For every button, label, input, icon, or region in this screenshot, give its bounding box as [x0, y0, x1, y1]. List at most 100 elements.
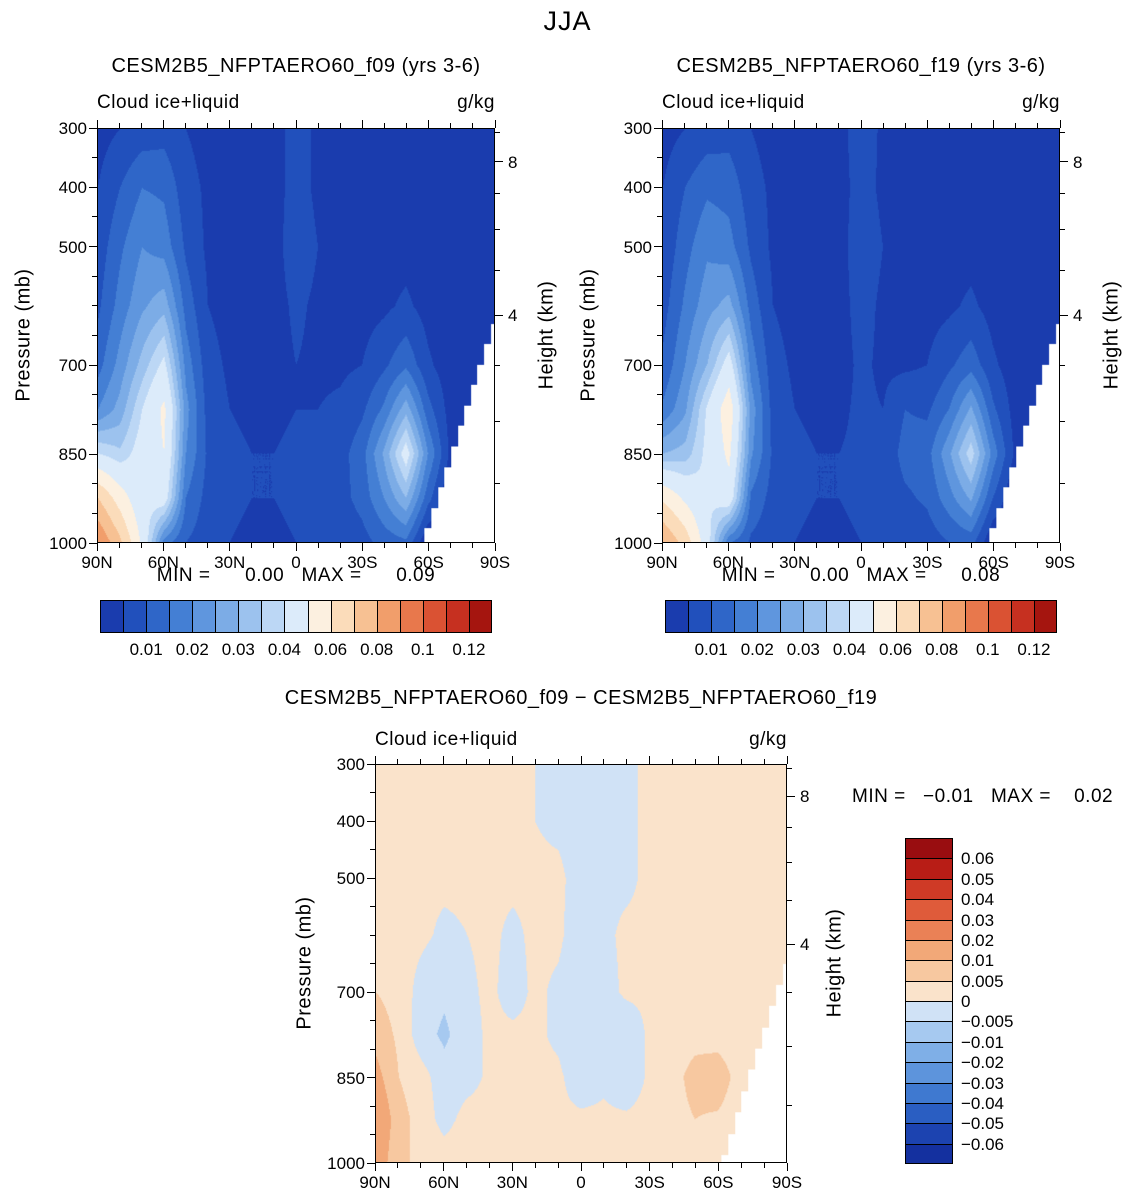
axis-tick: [603, 1163, 605, 1168]
axis-tick: [1015, 543, 1017, 548]
axis-tick: [654, 246, 662, 248]
pressure-tick-label: 500: [58, 237, 87, 257]
axis-tick: [495, 482, 500, 484]
x-tick-label: 60S: [978, 553, 1009, 572]
axis-tick: [904, 543, 906, 548]
axis-tick: [184, 543, 186, 548]
axis-tick: [657, 483, 662, 485]
axis-tick: [488, 759, 490, 764]
panel-f09-title: CESM2B5_NFPTAERO60_f09 (yrs 3-6): [111, 55, 481, 77]
axis-tick: [89, 127, 97, 129]
colorbar-cell: [905, 1082, 953, 1104]
axis-tick: [96, 120, 98, 128]
axis-tick: [534, 759, 536, 764]
x-tick-label: 0: [856, 553, 866, 572]
axis-tick: [694, 1163, 696, 1168]
axis-tick: [494, 543, 496, 551]
axis-tick: [749, 123, 751, 128]
axis-tick: [654, 186, 662, 188]
height-axis-label-f09: Height (km): [535, 280, 558, 390]
axis-tick: [657, 216, 662, 218]
axis-tick: [1060, 229, 1065, 231]
axis-tick: [89, 364, 97, 366]
contour-canvas-f19: [663, 129, 1059, 542]
axis-tick: [657, 305, 662, 307]
x-tick-label: 30N: [214, 553, 246, 572]
axis-tick: [763, 1163, 765, 1168]
colorbar-label: 0.01: [694, 640, 728, 659]
axis-tick: [370, 1048, 375, 1050]
colorbar-cell: [905, 1001, 953, 1023]
colorbar-label: −0.02: [961, 1053, 1005, 1073]
axis-tick: [251, 543, 253, 548]
axis-tick: [295, 120, 297, 128]
axis-tick: [162, 543, 164, 551]
colorbar-cell: [905, 899, 953, 921]
axis-tick: [92, 335, 97, 336]
colorbar-cell: [941, 600, 966, 633]
axis-tick: [89, 186, 97, 188]
colorbar-label: −0.05: [961, 1114, 1005, 1134]
height-tick-label: 8: [508, 152, 518, 172]
colorbar-cell: [468, 600, 492, 633]
colorbar-label: 0.12: [1017, 640, 1051, 659]
axis-tick: [420, 759, 422, 764]
colorbar-cell: [688, 600, 713, 633]
colorbar-label: 0.08: [360, 640, 394, 659]
axis-tick: [794, 543, 796, 551]
colorbar-cell: [215, 600, 240, 633]
axis-tick: [882, 123, 884, 128]
axis-tick: [495, 229, 500, 231]
axis-tick: [717, 1163, 719, 1171]
axis-tick: [92, 275, 97, 277]
colorbar-label: 0.005: [961, 971, 1004, 991]
colorbar-cell: [872, 600, 897, 633]
axis-tick: [370, 906, 375, 907]
axis-tick: [654, 453, 662, 455]
axis-tick: [317, 123, 319, 128]
x-tick-label: 30N: [779, 553, 811, 572]
height-tick-label: 4: [508, 306, 518, 326]
x-tick-label: 0: [576, 1173, 586, 1192]
axis-tick: [657, 512, 662, 514]
axis-tick: [1015, 123, 1017, 128]
axis-tick: [511, 756, 513, 764]
colorbar-cell: [422, 600, 447, 633]
pressure-axis-label-f09: Pressure (mb): [12, 268, 35, 402]
pressure-tick-label: 500: [623, 237, 652, 257]
colorbar-cell: [895, 600, 920, 633]
colorbar-label: 0.06: [314, 640, 348, 659]
axis-tick: [717, 756, 719, 764]
axis-tick: [89, 246, 97, 248]
axis-tick: [367, 820, 375, 822]
axis-tick: [654, 127, 662, 129]
pressure-tick-label: 700: [623, 356, 652, 376]
contour-canvas-diff: [376, 765, 786, 1162]
axis-tick: [207, 123, 209, 128]
axis-tick: [367, 991, 375, 993]
axis-tick: [786, 1163, 788, 1171]
axis-tick: [749, 543, 751, 548]
axis-tick: [443, 756, 445, 764]
colorbar-label: 0.1: [975, 640, 1000, 659]
axis-tick: [511, 1163, 513, 1171]
colorbar-cell: [169, 600, 194, 633]
axis-tick: [370, 934, 375, 936]
axis-tick: [993, 120, 995, 128]
axis-tick: [1060, 365, 1065, 367]
axis-tick: [772, 543, 774, 548]
axis-tick: [428, 120, 430, 128]
axis-tick: [443, 1163, 445, 1171]
axis-tick: [787, 900, 792, 902]
colorbar-label: 0.02: [961, 930, 995, 950]
colorbar-label: 0.04: [961, 890, 995, 910]
axis-tick: [367, 1162, 375, 1164]
axis-tick: [229, 543, 231, 551]
colorbar-cell: [905, 1041, 953, 1064]
axis-tick: [727, 543, 729, 551]
axis-tick: [654, 542, 662, 544]
axis-tick: [317, 543, 319, 548]
units-label-f09: g/kg: [457, 92, 495, 113]
colorbar-cell: [445, 600, 470, 633]
axis-tick: [740, 1163, 742, 1168]
